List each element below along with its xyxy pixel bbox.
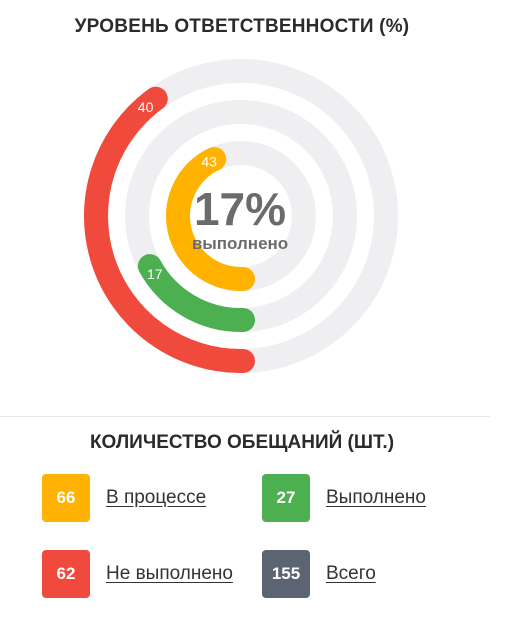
stat-done-link[interactable]: Выполнено (326, 487, 426, 508)
stat-not-done-link[interactable]: Не выполнено (106, 563, 233, 584)
stat-total: 155 Всего (262, 550, 376, 598)
stat-total-link[interactable]: Всего (326, 563, 376, 584)
stat-total-badge: 155 (262, 550, 310, 598)
center-label: выполнено (191, 234, 289, 253)
stat-in-progress: 66 В процессе (42, 474, 206, 522)
stat-done-badge: 27 (262, 474, 310, 522)
center-percent: 17% (193, 183, 287, 235)
stat-not-done-badge: 62 (42, 550, 90, 598)
ring-bar-label-2: 43 (201, 154, 217, 170)
ring-bar-2 (166, 146, 253, 291)
chart-title: УРОВЕНЬ ОТВЕТСТВЕННОСТИ (%) (74, 16, 410, 37)
stat-in-progress-link[interactable]: В процессе (106, 487, 207, 508)
ring-bar-0 (84, 86, 253, 373)
stats-title: КОЛИЧЕСТВО ОБЕЩАНИЙ (ШТ.) (89, 432, 395, 453)
ring-bar-label-1: 17 (147, 266, 163, 282)
radial-chart: 40 17 43 (84, 59, 398, 373)
stat-in-progress-badge: 66 (42, 474, 90, 522)
ring-bar-1 (137, 254, 253, 332)
stat-done: 27 Выполнено (262, 474, 426, 522)
section-divider (0, 416, 490, 417)
stat-not-done: 62 Не выполнено (42, 550, 233, 598)
ring-bar-label-0: 40 (138, 99, 154, 115)
